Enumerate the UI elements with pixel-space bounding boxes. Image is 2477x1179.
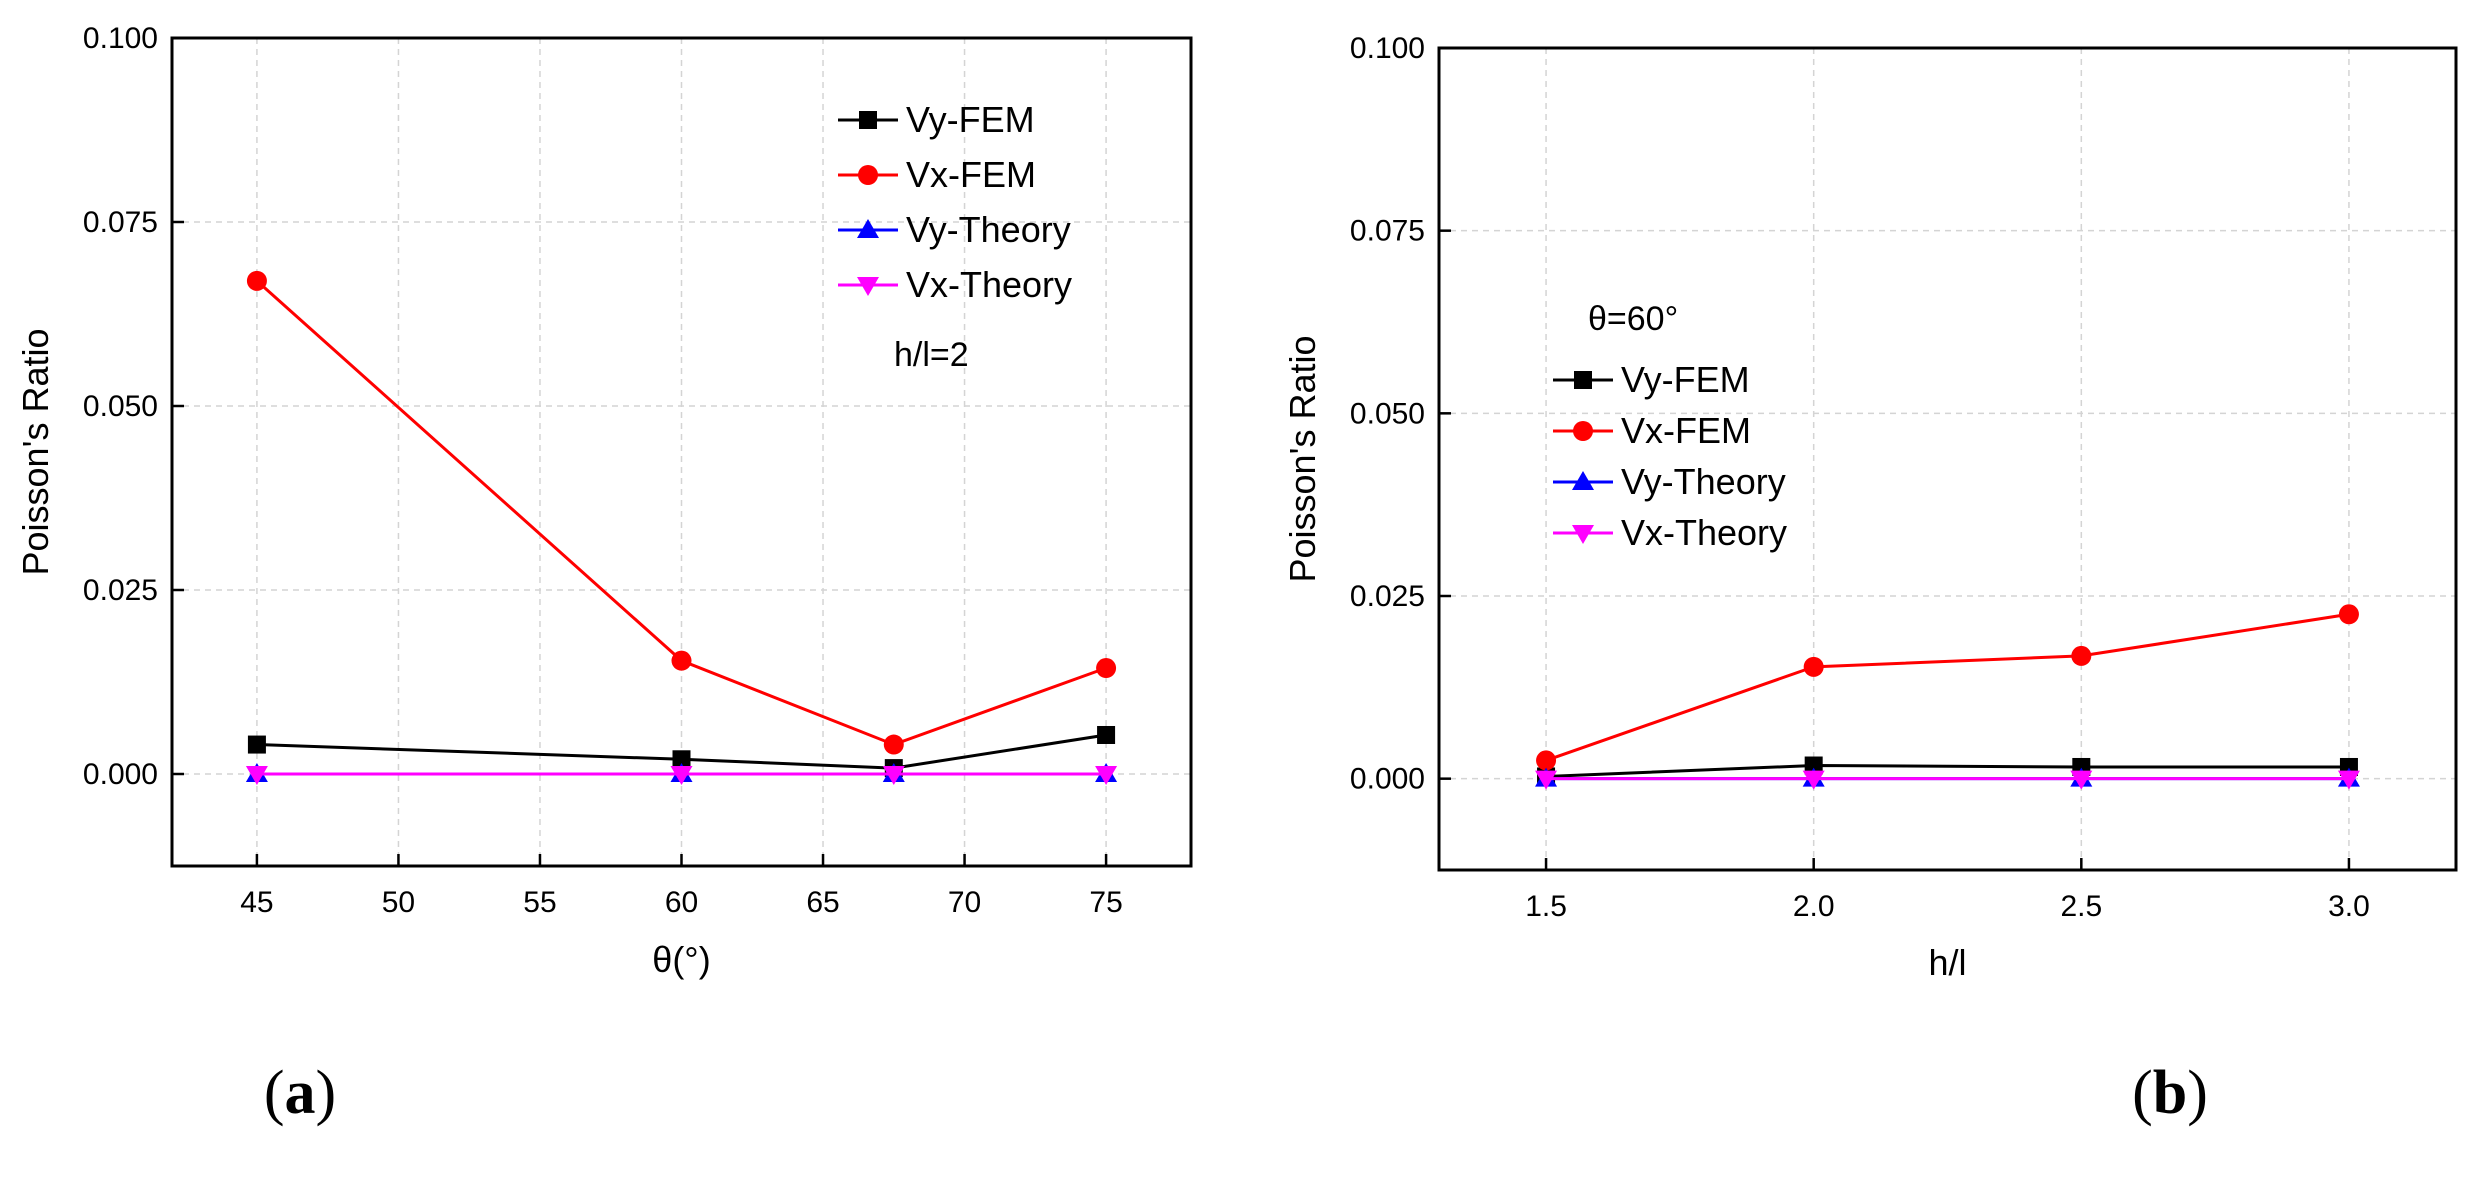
x-tick-label: 2.5 <box>2060 890 2102 923</box>
x-tick-label: 1.5 <box>1525 890 1567 923</box>
y-tick-label: 0.000 <box>1350 763 1425 796</box>
legend-item: Vx-FEM <box>838 154 1036 195</box>
panel-label: (a) <box>264 1059 336 1127</box>
legend-label: Vy-FEM <box>1621 359 1750 400</box>
y-tick-label: 0.025 <box>1350 580 1425 613</box>
data-point <box>882 766 905 785</box>
panel-label: (b) <box>2132 1059 2208 1127</box>
x-axis-label: θ(°) <box>652 939 710 980</box>
legend-label: Vy-Theory <box>1621 461 1786 502</box>
data-point <box>1535 770 1558 790</box>
plot-frame <box>1437 46 2458 872</box>
panel-letter: b <box>2153 1059 2187 1127</box>
legend-label: Vx-Theory <box>1621 512 1787 553</box>
x-tick-label: 70 <box>948 886 981 919</box>
legend-marker <box>1573 421 1593 441</box>
annotation-label: h/l=2 <box>894 336 969 374</box>
panel-paren-open: ( <box>2132 1059 2153 1127</box>
legend-item: Vy-Theory <box>838 209 1071 250</box>
panel-letter: a <box>285 1059 316 1127</box>
y-tick-label: 0.025 <box>83 574 158 607</box>
series-line <box>1545 764 2349 778</box>
data-point <box>245 766 268 785</box>
data-point <box>1804 756 1823 775</box>
data-point <box>1096 658 1117 679</box>
data-point <box>246 270 267 291</box>
panel-paren-close: ) <box>316 1059 337 1127</box>
data-point <box>1803 656 1824 677</box>
legend-item: Vx-Theory <box>838 264 1072 305</box>
data-point <box>1802 770 1825 790</box>
data-point <box>1536 750 1557 771</box>
y-tick-label: 0.050 <box>83 390 158 423</box>
series-vx-theory <box>1535 770 2360 790</box>
legend-label: Vx-FEM <box>906 154 1036 195</box>
y-axis-label: Poisson's Ratio <box>1282 336 1323 583</box>
series-vx-fem <box>1536 604 2359 771</box>
chart-panel-a: 45 50 55 60 65 70 75 0.000 0.025 0.050 0.075 0.100 θ… <box>15 22 1193 1127</box>
legend-label: Vy-Theory <box>906 209 1071 250</box>
series-vy-fem <box>1537 756 2358 786</box>
y-tick-label: 0.050 <box>1350 397 1425 430</box>
series-vx-fem <box>246 270 1117 755</box>
data-point <box>672 750 691 769</box>
legend-label: Vy-FEM <box>906 99 1035 140</box>
series-line <box>1545 612 2350 762</box>
data-point <box>2070 770 2093 790</box>
x-tick-label: 75 <box>1089 886 1122 919</box>
x-tick-label: 60 <box>665 886 698 919</box>
x-tick-label: 50 <box>382 886 415 919</box>
data-point <box>2338 604 2359 625</box>
x-tick-label: 3.0 <box>2328 890 2370 923</box>
legend-item: Vy-Theory <box>1553 461 1786 502</box>
series-vx-theory <box>245 766 1118 785</box>
legend-item: Vx-FEM <box>1553 410 1751 451</box>
annotation-label: θ=60° <box>1588 300 1678 338</box>
legend-marker <box>1574 371 1592 389</box>
legend-marker <box>859 111 877 129</box>
legend-item: Vx-Theory <box>1553 512 1787 553</box>
legend-item: Vy-FEM <box>838 99 1035 140</box>
y-tick-label: 0.100 <box>83 22 158 55</box>
x-tick-label: 55 <box>523 886 556 919</box>
legend-item: Vy-FEM <box>1553 359 1750 400</box>
y-tick-label: 0.100 <box>1350 32 1425 65</box>
data-point <box>670 766 693 785</box>
series-line <box>255 279 1107 747</box>
data-point <box>2071 645 2092 666</box>
data-point <box>1095 766 1118 785</box>
data-point <box>2337 770 2360 790</box>
chart-panel-b: 1.5 2.0 2.5 3.0 0.000 0.025 0.050 0.075 0.100 h/l… <box>1282 32 2458 1127</box>
legend-marker <box>858 165 878 185</box>
legend-marker <box>1572 525 1594 544</box>
legend: Vy-FEM Vx-FEM Vy-Theory Vx-Theory <box>838 99 1072 305</box>
series-line <box>256 733 1107 770</box>
y-axis-label: Poisson's Ratio <box>15 329 56 576</box>
panel-paren-open: ( <box>264 1059 285 1127</box>
legend-marker <box>1572 471 1594 490</box>
data-point <box>1097 725 1116 744</box>
data-point <box>247 735 266 754</box>
data-point <box>883 734 904 755</box>
legend-marker <box>857 219 879 238</box>
panel-paren-close: ) <box>2187 1059 2208 1127</box>
y-tick-label: 0.075 <box>83 206 158 239</box>
y-tick-label: 0.000 <box>83 758 158 791</box>
x-tick-label: 45 <box>240 886 273 919</box>
legend-label: Vx-Theory <box>906 264 1072 305</box>
legend-marker <box>857 277 879 296</box>
x-axis-label: h/l <box>1928 942 1966 983</box>
legend-label: Vx-FEM <box>1621 410 1751 451</box>
legend: Vy-FEM Vx-FEM Vy-Theory Vx-Theory <box>1553 359 1787 553</box>
x-tick-label: 2.0 <box>1793 890 1835 923</box>
data-point <box>671 650 692 671</box>
y-tick-label: 0.075 <box>1350 215 1425 248</box>
x-tick-label: 65 <box>806 886 839 919</box>
